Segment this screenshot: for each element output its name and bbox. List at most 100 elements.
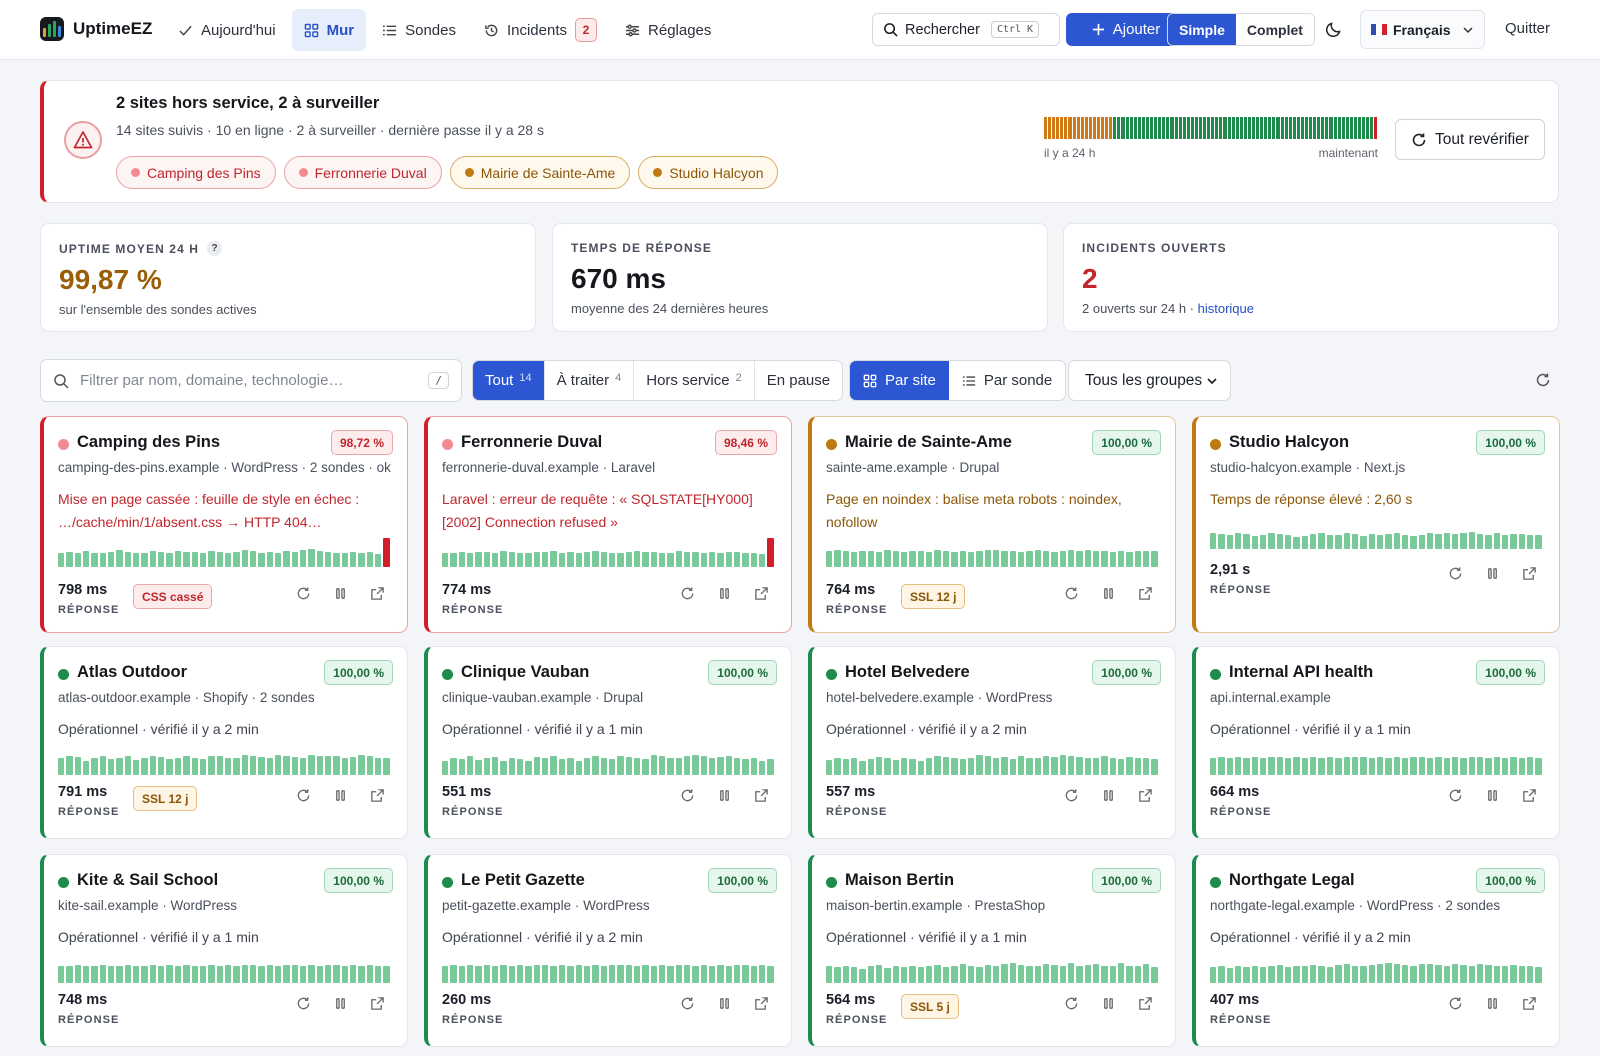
timeline-segment [1166, 117, 1170, 139]
site-name[interactable]: Camping des Pins [77, 433, 221, 451]
add-button[interactable]: Ajouter [1066, 13, 1186, 46]
theme-toggle[interactable] [1325, 20, 1343, 38]
nav-wall[interactable]: Mur [291, 9, 367, 51]
tab-to-handle[interactable]: À traiter 4 [545, 361, 635, 400]
external-link-icon[interactable] [1522, 566, 1537, 581]
site-name[interactable]: Clinique Vauban [461, 663, 590, 681]
pause-icon[interactable] [1485, 566, 1500, 581]
external-link-icon[interactable] [1522, 996, 1537, 1011]
response-bar [1518, 757, 1526, 775]
chip-mairie-de-sainte-ame[interactable]: Mairie de Sainte-Ame [449, 156, 631, 189]
mode-complete-button[interactable]: Complet [1235, 14, 1314, 45]
timeline-segment [1296, 117, 1300, 139]
recheck-site-icon[interactable] [296, 996, 311, 1011]
external-link-icon[interactable] [1522, 788, 1537, 803]
tab-down[interactable]: Hors service 2 [634, 361, 755, 400]
nav-settings[interactable]: Réglages [613, 9, 723, 51]
history-link[interactable]: historique [1197, 301, 1254, 316]
recheck-site-icon[interactable] [1064, 788, 1079, 803]
pause-icon[interactable] [1101, 996, 1116, 1011]
site-card[interactable]: Northgate Legal 100,00 % northgate-legal.e… [1192, 854, 1560, 1047]
site-card[interactable]: Mairie de Sainte-Ame 100,00 % sainte-ame.e… [808, 416, 1176, 633]
site-name[interactable]: Maison Bertin [845, 871, 955, 889]
filter-input[interactable] [80, 372, 418, 389]
site-name[interactable]: Northgate Legal [1229, 871, 1355, 889]
response-bar [174, 965, 182, 983]
view-by-site-button[interactable]: Par site [850, 361, 949, 400]
chip-ferronnerie-duval[interactable]: Ferronnerie Duval [283, 156, 442, 189]
external-link-icon[interactable] [370, 788, 385, 803]
site-card[interactable]: Ferronnerie Duval 98,46 % ferronnerie-duva… [424, 416, 792, 633]
quit-link[interactable]: Quitter [1505, 20, 1551, 37]
site-card[interactable]: Studio Halcyon 100,00 % studio-halcyon.exa… [1192, 416, 1560, 633]
pause-icon[interactable] [717, 586, 732, 601]
pause-icon[interactable] [1485, 996, 1500, 1011]
recheck-site-icon[interactable] [296, 788, 311, 803]
site-card[interactable]: Kite & Sail School 100,00 % kite-sail.exam… [40, 854, 408, 1047]
site-name[interactable]: Hotel Belvedere [845, 663, 970, 681]
timeline-segment [1198, 117, 1203, 139]
site-card[interactable]: Maison Bertin 100,00 % maison-bertin.examp… [808, 854, 1176, 1047]
timeline-segment [1137, 117, 1141, 139]
external-link-icon[interactable] [1138, 586, 1153, 601]
pause-icon[interactable] [717, 788, 732, 803]
site-card[interactable]: Atlas Outdoor 100,00 % atlas-outdoor.examp… [40, 646, 408, 839]
site-name[interactable]: Internal API health [1229, 663, 1374, 681]
recheck-site-icon[interactable] [1064, 586, 1079, 601]
search-button[interactable]: Rechercher Ctrl K [872, 13, 1060, 46]
recheck-site-icon[interactable] [680, 996, 695, 1011]
pause-icon[interactable] [333, 996, 348, 1011]
site-card[interactable]: Camping des Pins 98,72 % camping-des-pins.… [40, 416, 408, 633]
recheck-site-icon[interactable] [680, 586, 695, 601]
response-bar [1393, 757, 1400, 775]
site-card[interactable]: Le Petit Gazette 100,00 % petit-gazette.ex… [424, 854, 792, 1047]
recheck-all-button[interactable]: Tout revérifier [1395, 119, 1545, 160]
recheck-site-icon[interactable] [1448, 996, 1463, 1011]
pause-icon[interactable] [333, 586, 348, 601]
external-link-icon[interactable] [754, 586, 769, 601]
site-name[interactable]: Atlas Outdoor [77, 663, 187, 681]
site-card[interactable]: Clinique Vauban 100,00 % clinique-vauban.e… [424, 646, 792, 839]
pause-icon[interactable] [717, 996, 732, 1011]
language-select[interactable]: Français [1360, 10, 1485, 49]
external-link-icon[interactable] [1138, 788, 1153, 803]
app-logo[interactable]: UptimeEZ [40, 17, 152, 41]
response-bar [1235, 966, 1242, 983]
external-link-icon[interactable] [754, 996, 769, 1011]
help-icon[interactable]: ? [207, 241, 223, 256]
external-link-icon[interactable] [370, 586, 385, 601]
site-name[interactable]: Kite & Sail School [77, 871, 219, 889]
view-by-probe-button[interactable]: Par sonde [949, 361, 1065, 400]
recheck-site-icon[interactable] [680, 788, 695, 803]
nav-today[interactable]: Aujourd'hui [166, 9, 288, 51]
pause-icon[interactable] [1485, 788, 1500, 803]
site-name[interactable]: Studio Halcyon [1229, 433, 1350, 451]
pause-icon[interactable] [1101, 788, 1116, 803]
refresh-button[interactable] [1535, 372, 1551, 388]
external-link-icon[interactable] [370, 996, 385, 1011]
chip-camping-des-pins[interactable]: Camping des Pins [116, 156, 276, 189]
recheck-site-icon[interactable] [1064, 996, 1079, 1011]
timeline-segment [1280, 117, 1284, 139]
mode-simple-button[interactable]: Simple [1168, 14, 1236, 45]
response-bar [1026, 757, 1033, 775]
site-name[interactable]: Le Petit Gazette [461, 871, 585, 889]
site-card[interactable]: Internal API health 100,00 % api.internal.… [1192, 646, 1560, 839]
recheck-site-icon[interactable] [1448, 566, 1463, 581]
tab-paused[interactable]: En pause [755, 361, 842, 400]
chip-studio-halcyon[interactable]: Studio Halcyon [638, 156, 779, 189]
pause-icon[interactable] [1101, 586, 1116, 601]
recheck-site-icon[interactable] [1448, 788, 1463, 803]
tab-all[interactable]: Tout 14 [473, 361, 545, 400]
site-name[interactable]: Ferronnerie Duval [461, 433, 603, 451]
site-name[interactable]: Mairie de Sainte-Ame [845, 433, 1012, 451]
nav-incidents[interactable]: Incidents 2 [472, 9, 609, 51]
pause-icon[interactable] [333, 788, 348, 803]
response-bar [1443, 757, 1450, 775]
nav-probes[interactable]: Sondes [370, 9, 468, 51]
external-link-icon[interactable] [754, 788, 769, 803]
site-card[interactable]: Hotel Belvedere 100,00 % hotel-belvedere.e… [808, 646, 1176, 839]
groups-select[interactable]: Tous les groupes [1068, 360, 1231, 401]
recheck-site-icon[interactable] [296, 586, 311, 601]
external-link-icon[interactable] [1138, 996, 1153, 1011]
